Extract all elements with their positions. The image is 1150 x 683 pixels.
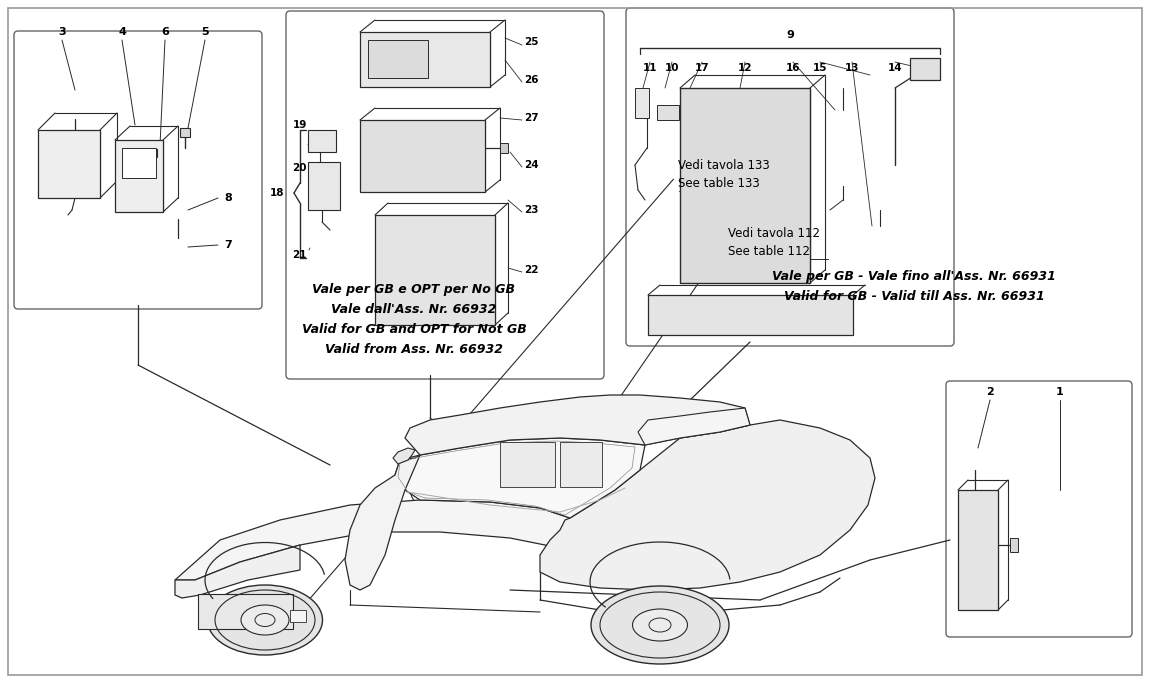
FancyBboxPatch shape xyxy=(946,381,1132,637)
FancyBboxPatch shape xyxy=(198,594,293,629)
FancyBboxPatch shape xyxy=(500,143,508,153)
FancyBboxPatch shape xyxy=(308,130,336,152)
Text: 13: 13 xyxy=(845,63,859,73)
Circle shape xyxy=(1013,490,1124,600)
FancyBboxPatch shape xyxy=(14,31,262,309)
FancyBboxPatch shape xyxy=(38,130,100,198)
Text: 10: 10 xyxy=(665,63,680,73)
FancyBboxPatch shape xyxy=(500,442,555,487)
Text: 19: 19 xyxy=(292,120,307,130)
Text: 9: 9 xyxy=(787,30,793,40)
Ellipse shape xyxy=(591,586,729,664)
FancyBboxPatch shape xyxy=(647,295,853,335)
Text: 23: 23 xyxy=(524,205,538,215)
FancyBboxPatch shape xyxy=(147,149,158,157)
Text: 24: 24 xyxy=(524,160,538,170)
Circle shape xyxy=(477,419,499,441)
Polygon shape xyxy=(345,455,420,590)
Text: 8: 8 xyxy=(224,193,232,203)
Circle shape xyxy=(1060,537,1076,553)
Text: Vedi tavola 133: Vedi tavola 133 xyxy=(678,159,771,172)
Text: 1: 1 xyxy=(1056,387,1064,397)
FancyBboxPatch shape xyxy=(122,148,156,178)
Text: See table 133: See table 133 xyxy=(678,177,760,190)
Text: See table 112: See table 112 xyxy=(728,245,810,258)
Text: 15: 15 xyxy=(813,63,827,73)
Polygon shape xyxy=(394,438,645,518)
Polygon shape xyxy=(393,448,415,464)
FancyBboxPatch shape xyxy=(368,40,428,78)
Circle shape xyxy=(426,493,435,503)
Text: Vedi tavola 112: Vedi tavola 112 xyxy=(728,227,820,240)
Text: 14: 14 xyxy=(888,63,903,73)
Text: 7: 7 xyxy=(224,240,232,250)
FancyBboxPatch shape xyxy=(375,215,494,325)
FancyBboxPatch shape xyxy=(360,120,485,192)
FancyBboxPatch shape xyxy=(360,32,490,87)
Text: 4: 4 xyxy=(118,27,126,37)
Text: 18: 18 xyxy=(269,188,284,198)
FancyBboxPatch shape xyxy=(308,162,340,210)
Text: 17: 17 xyxy=(695,63,710,73)
Text: 20: 20 xyxy=(292,163,307,173)
Polygon shape xyxy=(638,408,750,445)
Text: 2: 2 xyxy=(987,387,994,397)
Polygon shape xyxy=(175,545,300,598)
Circle shape xyxy=(61,91,89,119)
Text: 21: 21 xyxy=(292,250,307,260)
Text: 22: 22 xyxy=(524,265,538,275)
FancyBboxPatch shape xyxy=(657,105,678,120)
Text: 16: 16 xyxy=(785,63,800,73)
Ellipse shape xyxy=(207,585,322,655)
Text: 25: 25 xyxy=(524,37,538,47)
FancyBboxPatch shape xyxy=(680,88,810,283)
Text: 11: 11 xyxy=(643,63,658,73)
Circle shape xyxy=(291,604,299,612)
Polygon shape xyxy=(540,420,875,590)
FancyBboxPatch shape xyxy=(560,442,601,487)
Text: Vale per GB - Vale fino all'Ass. Nr. 66931
Valid for GB - Valid till Ass. Nr. 66: Vale per GB - Vale fino all'Ass. Nr. 669… xyxy=(773,270,1056,303)
Text: 27: 27 xyxy=(524,113,538,123)
Ellipse shape xyxy=(242,605,289,635)
Polygon shape xyxy=(175,500,570,580)
FancyBboxPatch shape xyxy=(290,610,306,622)
FancyBboxPatch shape xyxy=(1010,538,1018,552)
Text: 12: 12 xyxy=(738,63,752,73)
Polygon shape xyxy=(405,395,750,455)
FancyBboxPatch shape xyxy=(910,58,940,80)
FancyBboxPatch shape xyxy=(181,128,190,137)
Ellipse shape xyxy=(632,609,688,641)
FancyBboxPatch shape xyxy=(286,11,604,379)
Circle shape xyxy=(168,237,187,257)
FancyBboxPatch shape xyxy=(958,490,998,610)
FancyBboxPatch shape xyxy=(626,8,954,346)
Text: 6: 6 xyxy=(161,27,169,37)
FancyBboxPatch shape xyxy=(635,88,649,118)
Text: 3: 3 xyxy=(59,27,66,37)
Text: 26: 26 xyxy=(524,75,538,85)
Text: Vale per GB e OPT per No GB
Vale dall'Ass. Nr. 66932
Valid for GB and OPT for No: Vale per GB e OPT per No GB Vale dall'As… xyxy=(301,283,527,357)
Text: 5: 5 xyxy=(201,27,209,37)
FancyBboxPatch shape xyxy=(115,140,163,212)
